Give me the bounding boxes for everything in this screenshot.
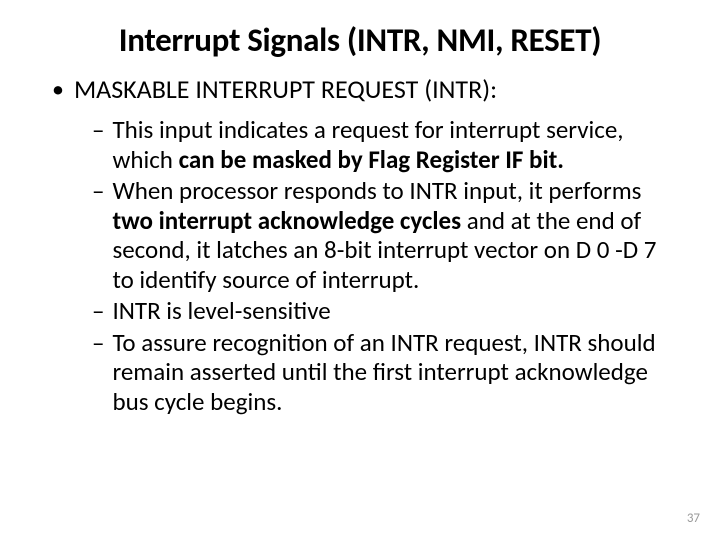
list-item: – When processor responds to INTR input,… — [92, 176, 672, 294]
list-item-text: To assure recognition of an INTR request… — [112, 328, 672, 417]
section-heading: MASKABLE INTERRUPT REQUEST (INTR): — [74, 74, 497, 105]
list-item: – INTR is level-sensitive — [92, 296, 672, 326]
dash-icon: – — [92, 296, 104, 326]
text-pre: INTR is level-sensitive — [112, 295, 330, 326]
slide-title: Interrupt Signals (INTR, NMI, RESET) — [48, 20, 672, 60]
dash-icon: – — [92, 176, 104, 294]
dash-icon: – — [92, 328, 104, 417]
list-item-text: INTR is level-sensitive — [112, 296, 672, 326]
list-item-text: This input indicates a request for inter… — [112, 115, 672, 174]
list-item-text: When processor responds to INTR input, i… — [112, 176, 672, 294]
text-bold: can be masked by Flag Register IF bit. — [179, 144, 564, 175]
page-number: 37 — [687, 511, 700, 526]
text-pre: To assure recognition of an INTR request… — [112, 327, 655, 417]
text-bold: two interrupt acknowledge cycles — [112, 205, 461, 236]
list-item: – This input indicates a request for int… — [92, 115, 672, 174]
text-pre: When processor responds to INTR input, i… — [112, 175, 641, 206]
section-heading-row: • MASKABLE INTERRUPT REQUEST (INTR): — [52, 74, 672, 105]
list-item: – To assure recognition of an INTR reque… — [92, 328, 672, 417]
slide: Interrupt Signals (INTR, NMI, RESET) • M… — [0, 0, 720, 540]
dash-icon: – — [92, 115, 104, 174]
bullet-dot-icon: • — [52, 78, 64, 105]
